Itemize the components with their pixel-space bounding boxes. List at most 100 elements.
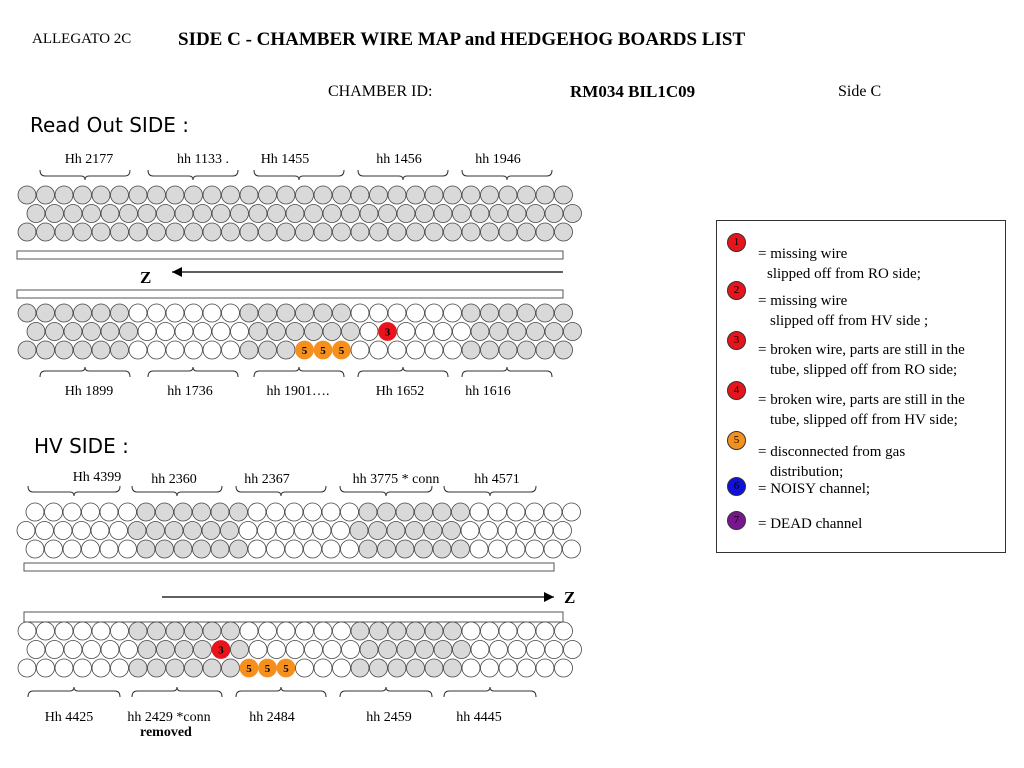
drift-tube [16,521,36,540]
board-brace [339,485,433,497]
tube-marker-number: 5 [302,345,308,357]
drift-tube [387,303,407,323]
drift-tube [350,222,370,242]
tube-marker [332,340,351,360]
tube-marker-number: 5 [246,663,252,675]
drift-tube [517,340,536,360]
drift-tube [36,340,55,360]
drift-tube [128,303,148,323]
drift-tube [469,502,489,522]
drift-tube [304,640,323,659]
drift-tube [53,521,73,540]
drift-tube [17,303,37,323]
drift-tube [146,521,165,540]
drift-tube [525,539,544,559]
drift-tube [221,185,240,205]
drift-tube [424,340,444,360]
drift-tube [36,621,55,641]
drift-tube [303,502,322,522]
drift-tube [358,539,378,559]
drift-tube [63,322,83,341]
drift-tube [164,521,184,540]
drift-tube [340,539,359,559]
drift-tube [156,640,175,659]
drift-tube [406,621,425,641]
drift-tube [26,322,46,341]
drift-tube [480,303,499,323]
drift-tube [173,539,193,559]
drift-tube [202,222,222,242]
drift-tube [137,640,157,659]
drift-tube [211,322,231,341]
drift-tube [73,222,92,242]
drift-tube [91,658,111,678]
drift-tube [406,340,425,360]
tube-marker-number: 5 [320,345,326,357]
hv-side-heading: HV SIDE : [34,434,129,458]
drift-tube [165,222,185,242]
drift-tube [54,340,74,360]
legend-text-line2: tube, slipped off from HV side; [770,412,958,428]
drift-tube [461,340,481,360]
drift-tube [451,502,470,522]
legend-text: = missing wire [758,293,848,309]
drift-tube [147,621,166,641]
drift-tube [535,185,555,205]
drift-tube [497,521,517,540]
drift-tube [73,340,92,360]
legend-text: = DEAD channel [758,516,863,532]
drift-tube [443,185,462,205]
drift-tube [332,621,351,641]
board-brace [39,366,131,378]
drift-tube [119,204,138,223]
drift-tube [544,204,564,223]
legend-marker: 6 [727,477,746,496]
drift-tube [184,303,203,323]
drift-tube [498,340,518,360]
drift-tube [147,303,166,323]
drift-tube [174,204,194,223]
drift-tube [359,640,379,659]
drift-tube [359,322,379,341]
drift-tube [202,658,222,678]
drift-tube [526,204,545,223]
drift-tube [63,640,83,659]
drift-tube [266,502,285,522]
drift-tube [26,640,46,659]
readout-z-axis-label: Z [140,268,152,287]
drift-tube [184,621,203,641]
drift-tube [258,340,277,360]
drift-tube [350,340,370,360]
drift-tube [210,539,230,559]
drift-tube [220,521,239,540]
board-brace [27,485,121,497]
drift-tube [100,640,120,659]
legend-text: = disconnected from gas [758,444,906,460]
chamber-rail [16,289,564,299]
drift-tube [248,640,268,659]
drift-tube [480,185,499,205]
drift-tube [202,621,222,641]
drift-tube [165,303,185,323]
drift-tube [554,222,573,242]
drift-tube [284,502,304,522]
legend-text-line2: slipped off from RO side; [767,266,921,282]
board-label: hh 1901…. [266,384,330,399]
page-title: SIDE C - CHAMBER WIRE MAP and HEDGEHOG B… [178,29,746,50]
drift-tube [174,322,194,341]
drift-tube [313,621,333,641]
drift-tube [443,658,462,678]
drift-tube [396,322,416,341]
drift-tube [414,539,433,559]
drift-tube [424,658,444,678]
drift-tube [461,658,481,678]
drift-tube [211,204,231,223]
drift-tube [415,322,434,341]
drift-tube [155,539,174,559]
drift-tube [82,204,101,223]
drift-tube [91,621,111,641]
board-brace [147,366,239,378]
drift-tube [26,204,46,223]
drift-tube [313,303,333,323]
tube-marker-number: 5 [283,663,289,675]
